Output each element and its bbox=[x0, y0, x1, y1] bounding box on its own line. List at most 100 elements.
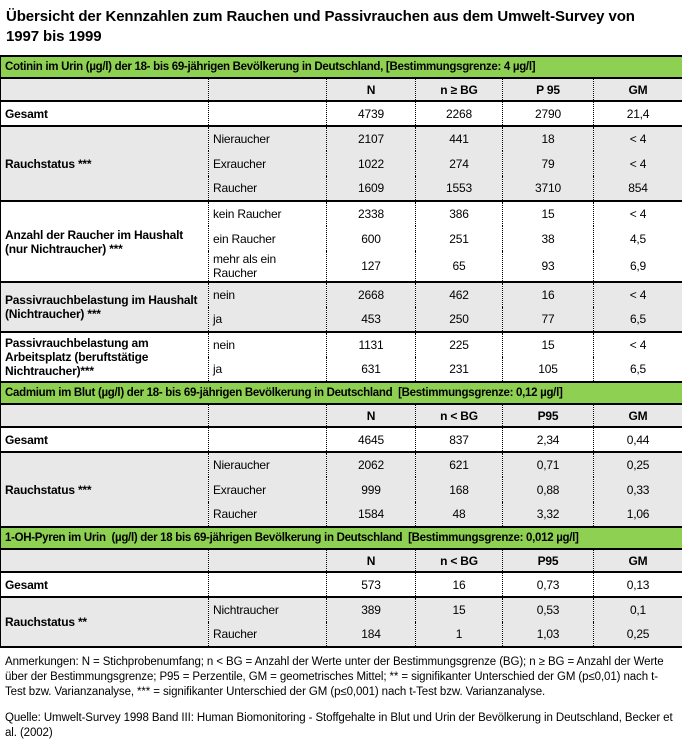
value-cell: 462 bbox=[415, 281, 503, 307]
value-cell: 6,5 bbox=[592, 307, 682, 332]
group-label: Passivrauchbelastung im Haushalt (Nichtr… bbox=[0, 281, 209, 332]
value-cell: 2790 bbox=[502, 100, 594, 126]
value-cell: 65 bbox=[415, 251, 503, 282]
table-row: Passivrauchbelastung im Haushalt (Nichtr… bbox=[0, 281, 682, 332]
value-cell: < 4 bbox=[592, 151, 682, 176]
table-row: Gesamt 4645 837 2,34 0,44 bbox=[0, 426, 682, 452]
value-cell: 1,03 bbox=[502, 622, 594, 647]
row-sublabel: Raucher bbox=[208, 502, 327, 527]
table-row: Rauchstatus *** Nieraucher 2062 621 0,71 0,25 bbox=[0, 451, 682, 527]
row-sublabel: Nieraucher bbox=[208, 125, 327, 151]
value-cell: 4645 bbox=[326, 426, 416, 452]
row-sublabel: Raucher bbox=[208, 176, 327, 201]
value-cell: 621 bbox=[415, 451, 503, 477]
value-cell: 386 bbox=[415, 200, 503, 226]
value-cell: 0,13 bbox=[592, 571, 682, 597]
value-cell: 854 bbox=[592, 176, 682, 201]
value-cell: 48 bbox=[415, 502, 503, 527]
value-cell: 38 bbox=[502, 226, 594, 251]
column-header: N bbox=[326, 404, 416, 427]
group-label: Rauchstatus *** bbox=[0, 451, 209, 527]
footnotes: Anmerkungen: N = Stichprobenumfang; n < … bbox=[5, 656, 664, 698]
value-cell: 999 bbox=[326, 477, 416, 502]
value-cell: 251 bbox=[415, 226, 503, 251]
table-row: Rauchstatus *** Nieraucher 2107 441 18 < 4 bbox=[0, 125, 682, 201]
value-cell: 231 bbox=[415, 357, 503, 382]
column-header: n ≥ BG bbox=[415, 78, 503, 101]
value-cell: 0,53 bbox=[502, 596, 594, 622]
table-row: ja 453 250 77 6,5 bbox=[1, 307, 682, 332]
table-row: mehr als ein Raucher 127 65 93 6,9 bbox=[1, 251, 682, 282]
value-cell: 600 bbox=[326, 226, 416, 251]
row-sublabel: mehr als ein Raucher bbox=[208, 251, 327, 282]
row-sublabel: Exraucher bbox=[208, 151, 327, 176]
value-cell: 1584 bbox=[326, 502, 416, 527]
column-header: GM bbox=[592, 78, 682, 101]
value-cell: 15 bbox=[415, 596, 503, 622]
row-sublabel: nein bbox=[208, 331, 327, 357]
row-sublabel bbox=[208, 100, 327, 126]
table-row: Raucher 1584 48 3,32 1,06 bbox=[1, 502, 682, 527]
group-label: Gesamt bbox=[0, 571, 209, 597]
row-sublabel: Nieraucher bbox=[208, 451, 327, 477]
column-header: GM bbox=[592, 404, 682, 427]
table-row: ja 631 231 105 6,5 bbox=[1, 357, 682, 382]
value-cell: 1609 bbox=[326, 176, 416, 201]
column-header-empty bbox=[208, 549, 327, 572]
value-cell: 0,25 bbox=[592, 622, 682, 647]
row-sublabel: ein Raucher bbox=[208, 226, 327, 251]
value-cell: 274 bbox=[415, 151, 503, 176]
group-label: Rauchstatus ** bbox=[0, 596, 209, 647]
value-cell: 16 bbox=[415, 571, 503, 597]
value-cell: 3,32 bbox=[502, 502, 594, 527]
value-cell: 0,33 bbox=[592, 477, 682, 502]
column-header: P 95 bbox=[502, 78, 594, 101]
value-cell: 15 bbox=[502, 331, 594, 357]
value-cell: 0,73 bbox=[502, 571, 594, 597]
value-cell: 573 bbox=[326, 571, 416, 597]
value-cell: 0,71 bbox=[502, 451, 594, 477]
section-header-row: Cadmium im Blut (µg/l) der 18- bis 69-jä… bbox=[0, 381, 682, 405]
section-header-row: 1-OH-Pyren im Urin (µg/l) der 18 bis 69-… bbox=[0, 526, 682, 550]
value-cell: 389 bbox=[326, 596, 416, 622]
value-cell: 2668 bbox=[326, 281, 416, 307]
row-sublabel bbox=[208, 426, 327, 452]
value-cell: 2338 bbox=[326, 200, 416, 226]
value-cell: 15 bbox=[502, 200, 594, 226]
value-cell: 0,1 bbox=[592, 596, 682, 622]
group-label: Passivrauchbelastung am Arbeitsplatz (be… bbox=[0, 331, 209, 382]
value-cell: 1553 bbox=[415, 176, 503, 201]
column-header-empty bbox=[208, 78, 327, 101]
value-cell: 77 bbox=[502, 307, 594, 332]
value-cell: 4739 bbox=[326, 100, 416, 126]
value-cell: 6,9 bbox=[592, 251, 682, 282]
table-row: Raucher 1609 1553 3710 854 bbox=[1, 176, 682, 201]
value-cell: 105 bbox=[502, 357, 594, 382]
table-body: Cotinin im Urin (µg/l) der 18- bis 69-jä… bbox=[0, 55, 682, 647]
column-header: n < BG bbox=[415, 404, 503, 427]
value-cell: 2268 bbox=[415, 100, 503, 126]
row-sublabel: ja bbox=[208, 357, 327, 382]
column-header-empty bbox=[208, 404, 327, 427]
value-cell: 93 bbox=[502, 251, 594, 282]
table-row: Rauchstatus ** Nichtraucher 389 15 0,53 0,1 bbox=[0, 596, 682, 647]
column-header-empty bbox=[0, 78, 209, 101]
table-row: Passivrauchbelastung am Arbeitsplatz (be… bbox=[0, 331, 682, 382]
column-header-empty bbox=[0, 549, 209, 572]
value-cell: 2,34 bbox=[502, 426, 594, 452]
value-cell: 1,06 bbox=[592, 502, 682, 527]
value-cell: 79 bbox=[502, 151, 594, 176]
value-cell: < 4 bbox=[592, 331, 682, 357]
value-cell: 6,5 bbox=[592, 357, 682, 382]
value-cell: < 4 bbox=[592, 200, 682, 226]
value-cell: 21,4 bbox=[592, 100, 682, 126]
column-header-empty bbox=[0, 404, 209, 427]
value-cell: 250 bbox=[415, 307, 503, 332]
row-sublabel: kein Raucher bbox=[208, 200, 327, 226]
value-cell: 1 bbox=[415, 622, 503, 647]
value-cell: 168 bbox=[415, 477, 503, 502]
